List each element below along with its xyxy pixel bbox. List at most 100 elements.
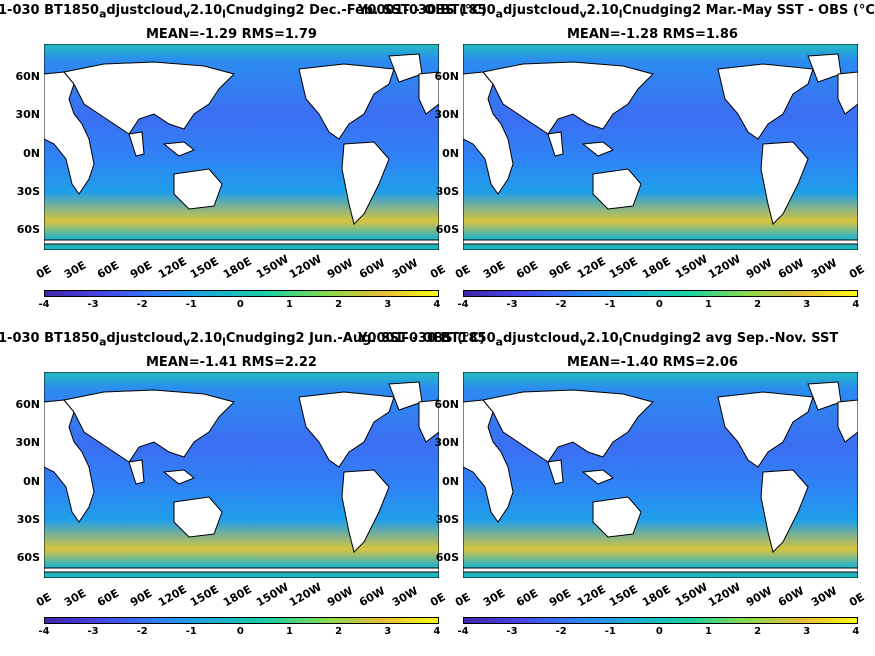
panel-4-xlabel: 0E [846,590,867,610]
panel-2-ylabel: 60N [434,70,459,83]
panel-3-ylabel: 60S [16,551,40,564]
panel-1-xlabel: 0E [34,262,54,282]
panel-3-colorbar-label: -3 [87,626,99,637]
panel-4-colorbar-label: 1 [705,626,712,637]
panel-3-xlabel: 0E [427,590,448,610]
panel-3-colorbar-label: -1 [185,626,197,637]
panel-1-colorbar-label: -1 [185,299,197,310]
panel-3-xlabel: 60W [357,584,388,610]
panel-2-xlabel: 180E [640,254,674,282]
panel-4-ylabel: 30N [434,436,459,449]
panel-2-xlabel: 90W [743,256,774,282]
panel-1-colorbar-label: 1 [286,299,293,310]
panel-4-title: Y0001-030 BT1850adjustcloudv2.10lCnudgin… [358,331,839,349]
panel-3-xlabel: 150E [188,582,222,610]
panel-2-colorbar-label: -2 [555,299,567,310]
panel-2-colorbar-label: -3 [506,299,518,310]
panel-2-xlabel: 0E [453,262,473,282]
panel-1-title: 1-030 BT1850adjustcloudv2.10lCnudging2 D… [0,3,487,21]
panel-3-xlabel: 150W [254,580,291,610]
panel-4-xlabel: 60E [513,586,541,610]
panel-4-colorbar-label: -3 [506,626,518,637]
panel-4-xlabel: 150E [607,582,641,610]
panel-2-xlabel: 60W [776,256,807,282]
panel-2-colorbar-label: 2 [754,299,762,310]
panel-3-map [44,372,439,578]
panel-3-ylabel: 30N [15,436,40,449]
panel-1-xlabel: 120W [286,252,324,282]
panel-3-colorbar-label: 3 [384,626,392,637]
panel-3-xlabel: 30W [390,584,421,610]
panel-2-xlabel: 60E [513,258,541,282]
panel-1-colorbar-label: -3 [87,299,99,310]
panel-2-ylabel: 30S [435,185,459,198]
panel-4-xlabel: 60W [776,584,807,610]
panel-1-xlabel: 180E [221,254,255,282]
panel-4-colorbar-label: -4 [457,626,469,637]
panel-3-colorbar-label: 4 [433,626,441,637]
panel-1-xlabel: 0E [427,262,448,282]
panel-4-colorbar-label: 0 [655,626,663,637]
panel-4-xlabel: 90E [546,586,573,610]
panel-3-xlabel: 90E [127,586,154,610]
panel-4-ylabel: 60S [435,551,459,564]
panel-4-colorbar-label: 3 [803,626,811,637]
panel-3-colorbar-label: 2 [335,626,343,637]
panel-2-xlabel: 90E [546,258,573,282]
panel-2-xlabel: 30E [481,258,508,282]
panel-1-ylabel: 60N [15,70,40,83]
panel-3-xlabel: 90W [324,584,355,610]
panel-4-xlabel: 150W [673,580,710,610]
panel-3-colorbar-label: 0 [236,626,244,637]
panel-4-ylabel: 0N [442,475,459,488]
panel-2-xlabel: 150W [673,252,710,282]
panel-2-xlabel: 120W [705,252,743,282]
panel-2-stats: MEAN=-1.28 RMS=1.86 [567,27,738,42]
panel-4-xlabel: 30E [481,586,508,610]
panel-2-xlabel: 30W [809,256,840,282]
panel-1-xlabel: 150E [188,254,222,282]
panel-1-xlabel: 60W [357,256,388,282]
panel-1-colorbar-label: -2 [136,299,148,310]
panel-2-xlabel: 0E [846,262,867,282]
panel-1-stats: MEAN=-1.29 RMS=1.79 [146,27,317,42]
panel-1-xlabel: 60E [94,258,122,282]
panel-2-xlabel: 150E [607,254,641,282]
panel-3-xlabel: 120E [155,582,189,610]
panel-2-colorbar-label: 4 [852,299,860,310]
panel-1-ylabel: 30S [16,185,40,198]
panel-4-xlabel: 180E [640,582,674,610]
panel-4-colorbar-label: 4 [852,626,860,637]
panel-4-colorbar-label: -2 [555,626,567,637]
panel-1-ylabel: 0N [23,147,40,160]
panel-2-colorbar-label: 0 [655,299,663,310]
panel-3-title: 1-030 BT1850adjustcloudv2.10lCnudging2 J… [0,331,486,349]
panel-1-xlabel: 90W [324,256,355,282]
panel-4-colorbar-label: 2 [754,626,762,637]
panel-1-xlabel: 30E [62,258,89,282]
panel-2-map [463,44,858,250]
panel-3-colorbar-label: -2 [136,626,148,637]
panel-2-colorbar-label: 3 [803,299,811,310]
panel-3-colorbar-label: 1 [286,626,293,637]
panel-2-xlabel: 120E [574,254,608,282]
panel-2-ylabel: 0N [442,147,459,160]
panel-4-ylabel: 60N [434,398,459,411]
panel-3-ylabel: 60N [15,398,40,411]
panel-4-colorbar [463,617,858,624]
panel-4-xlabel: 30W [809,584,840,610]
panel-1-xlabel: 30W [390,256,421,282]
panel-4-xlabel: 0E [453,590,473,610]
panel-1-map [44,44,439,250]
panel-1-colorbar [44,290,439,297]
panel-1-colorbar-label: 2 [335,299,343,310]
panel-3-ylabel: 0N [23,475,40,488]
panel-1-ylabel: 60S [16,223,40,236]
panel-3-xlabel: 180E [221,582,255,610]
panel-1-colorbar-label: 0 [236,299,244,310]
panel-3-stats: MEAN=-1.41 RMS=2.22 [146,355,317,370]
panel-4-colorbar-label: -1 [604,626,616,637]
panel-3-xlabel: 30E [62,586,89,610]
panel-3-xlabel: 120W [286,580,324,610]
panel-2-ylabel: 60S [435,223,459,236]
